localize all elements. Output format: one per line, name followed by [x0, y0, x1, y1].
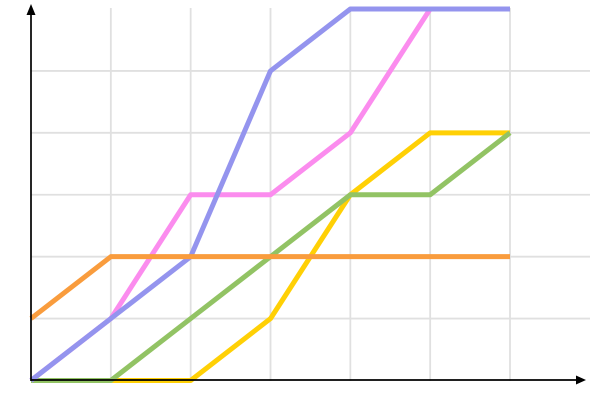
y-axis-arrowhead	[26, 4, 36, 15]
series-line-orange	[29, 254, 510, 321]
series-line-purple	[29, 6, 510, 383]
x-axis-arrowhead	[576, 375, 586, 385]
